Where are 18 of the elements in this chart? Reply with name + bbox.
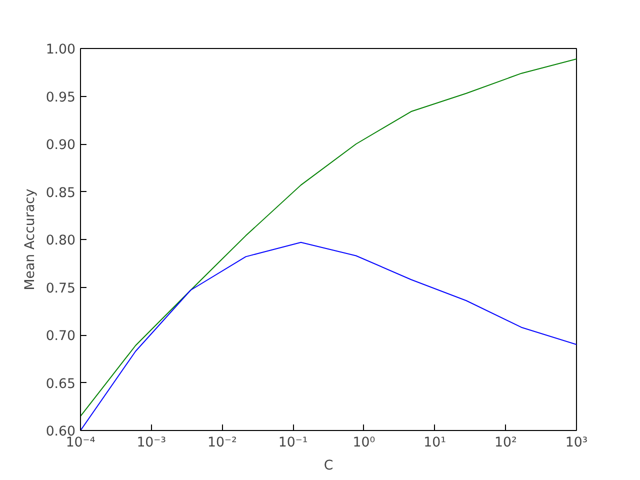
y-tick-label: 0.90 [46, 138, 76, 153]
y-tick-label: 0.80 [46, 234, 76, 248]
y-tick-label: 0.70 [46, 329, 76, 344]
y-tick-label: 1.00 [46, 42, 76, 58]
x-tick-label: 10¹ [424, 436, 446, 450]
x-axis-title: C [324, 458, 334, 474]
x-tick-label: 10² [494, 436, 517, 450]
x-tick-label: 10³ [565, 436, 588, 450]
x-tick-label: 10⁻² [208, 436, 237, 450]
y-tick-label: 0.75 [46, 281, 76, 296]
y-tick-label: 0.65 [46, 376, 76, 392]
line-series [80, 58, 576, 417]
y-tick-label: 0.85 [46, 186, 76, 201]
x-tick-label: 10⁰ [352, 436, 376, 450]
x-tick-label: 10⁻³ [136, 436, 166, 450]
x-tick-label: 10⁻¹ [278, 436, 308, 450]
y-tick-label: 0.95 [46, 90, 76, 106]
y-axis-title: Mean Accuracy [22, 188, 38, 290]
